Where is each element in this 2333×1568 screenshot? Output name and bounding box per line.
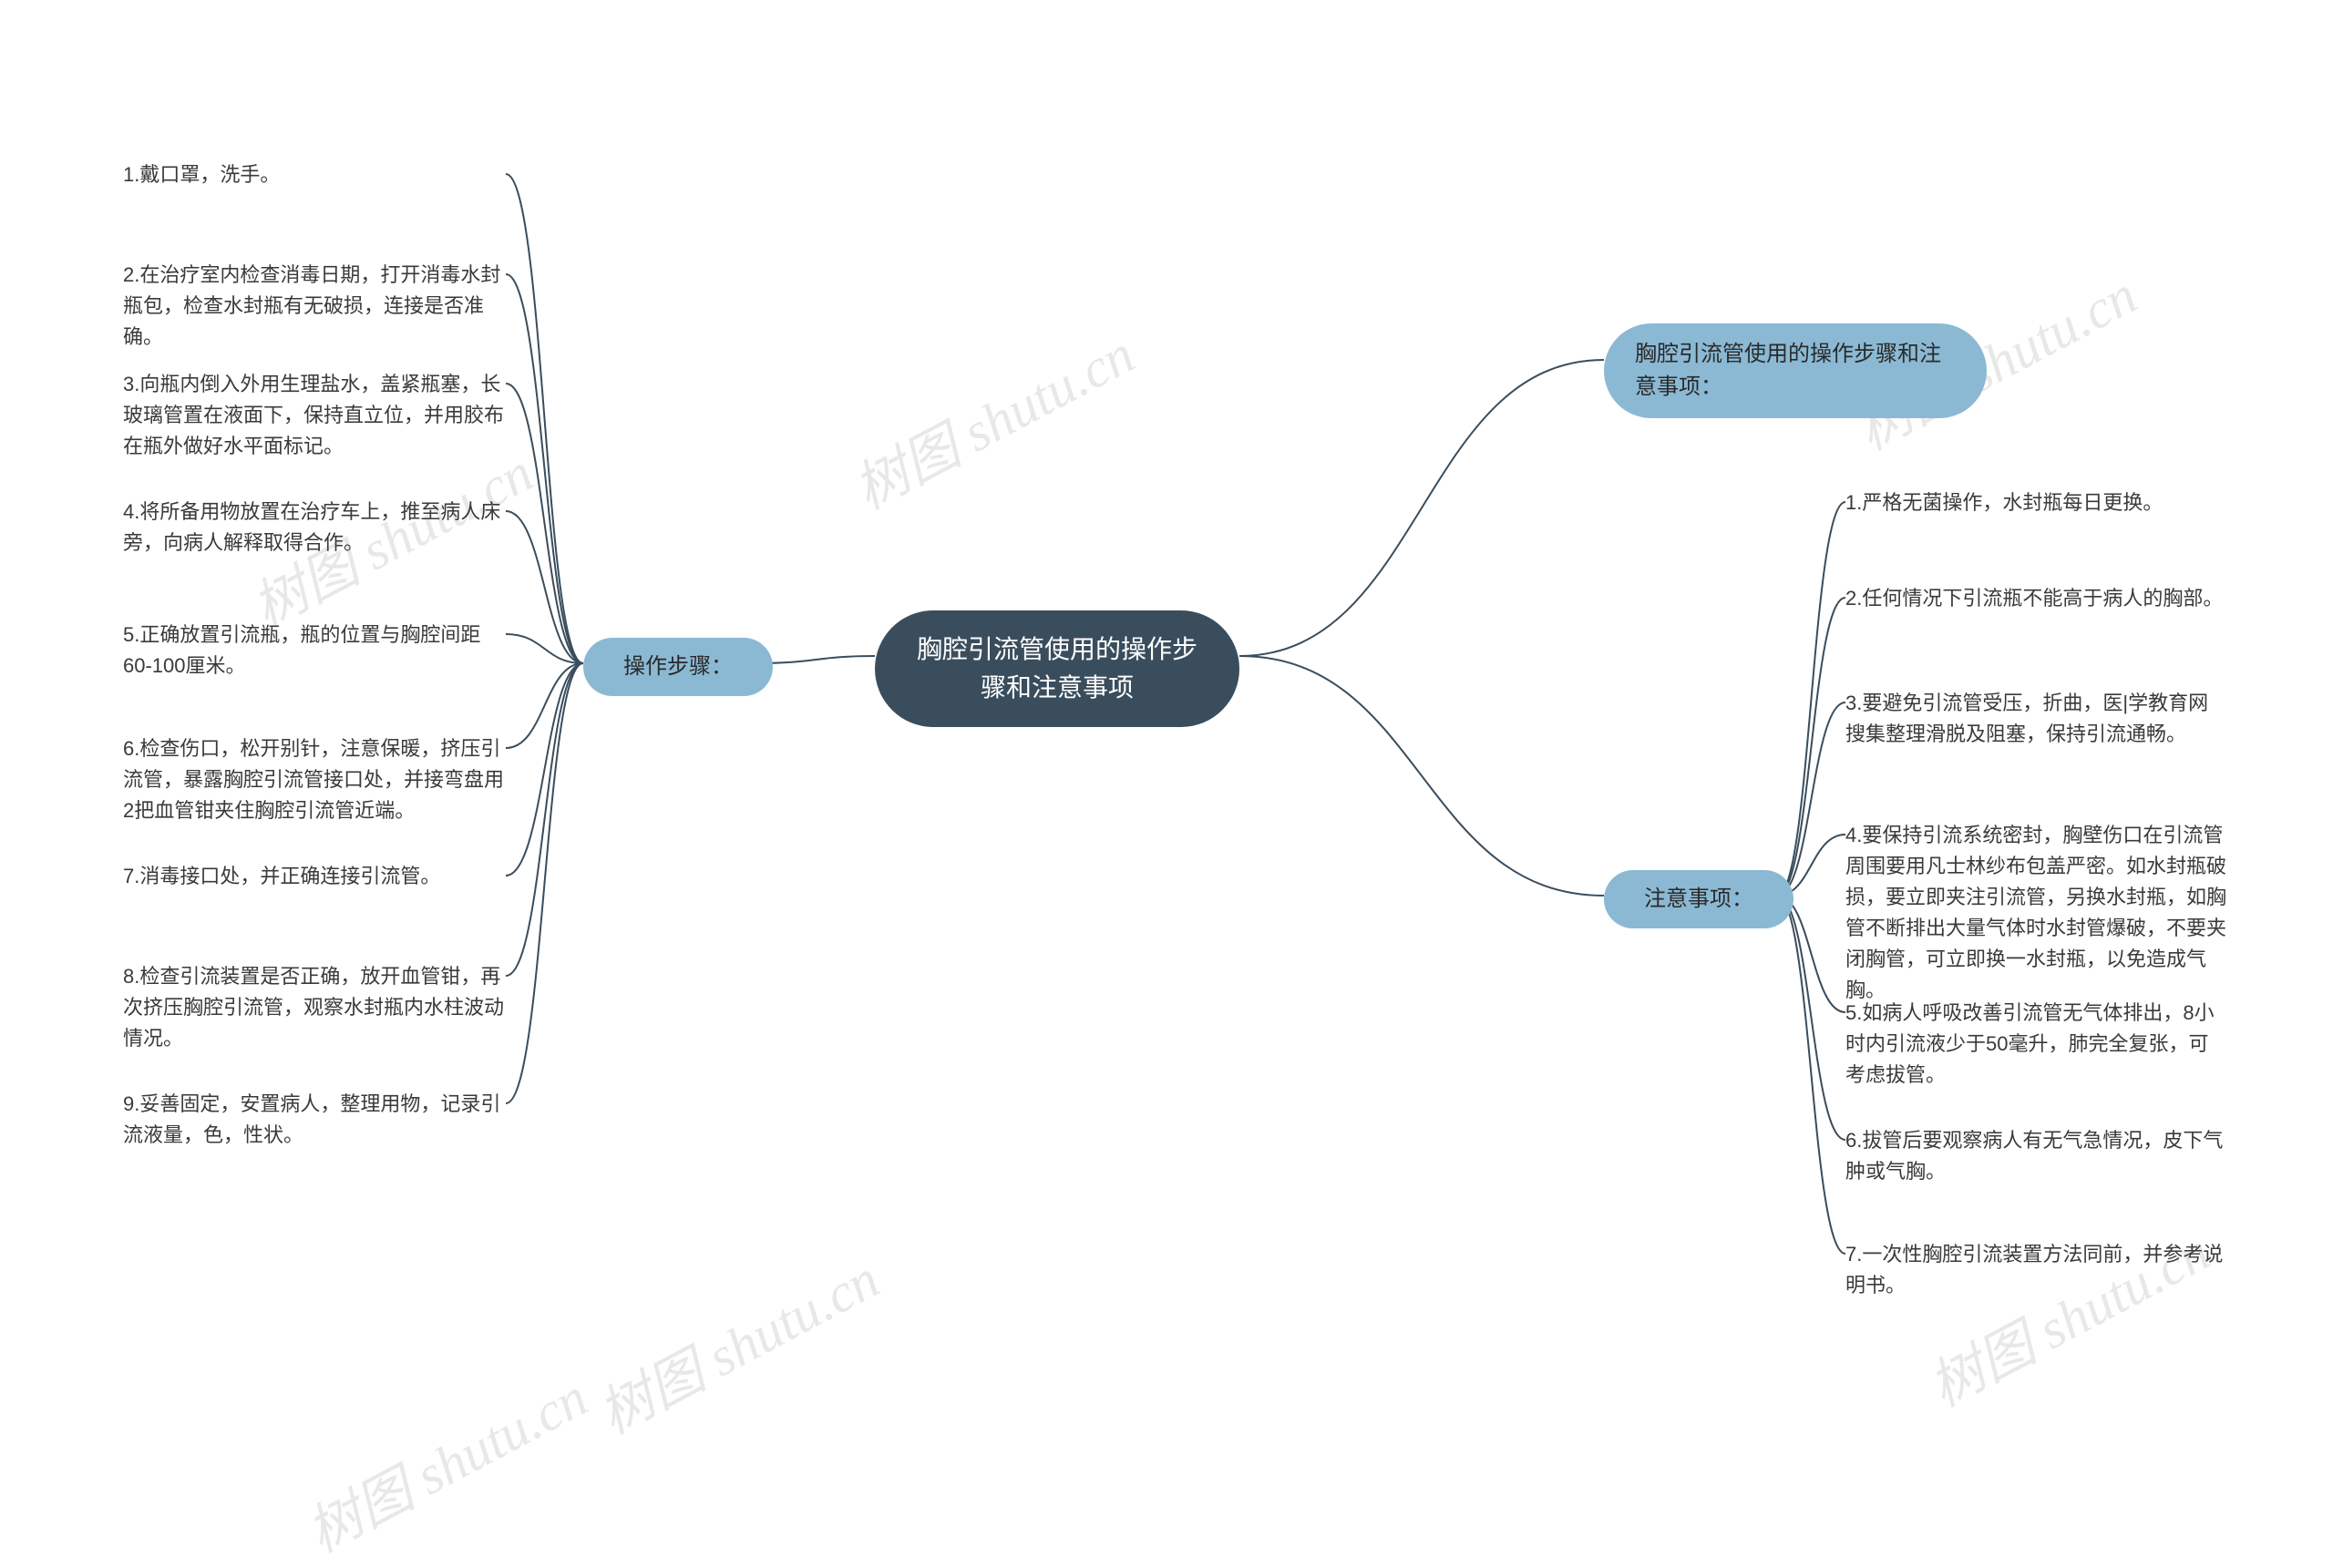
left-leaf[interactable]: 2.在治疗室内检查消毒日期，打开消毒水封瓶包，检查水封瓶有无破损，连接是否准确。: [123, 260, 506, 353]
right-leaf[interactable]: 6.拔管后要观察病人有无气急情况，皮下气肿或气胸。: [1845, 1125, 2228, 1187]
top-right-node[interactable]: 胸腔引流管使用的操作步骤和注意事项：: [1604, 323, 1987, 418]
watermark: 树图 shutu.cn: [582, 1235, 890, 1450]
left-leaf[interactable]: 8.检查引流装置是否正确，放开血管钳，再次挤压胸腔引流管，观察水封瓶内水柱波动情…: [123, 961, 506, 1054]
left-leaf[interactable]: 3.向瓶内倒入外用生理盐水，盖紧瓶塞，长玻璃管置在液面下，保持直立位，并用胶布在…: [123, 369, 506, 462]
left-leaf[interactable]: 4.将所备用物放置在治疗车上，推至病人床旁，向病人解释取得合作。: [123, 497, 506, 559]
right-branch-node[interactable]: 注意事项：: [1604, 870, 1793, 928]
center-node[interactable]: 胸腔引流管使用的操作步骤和注意事项: [875, 610, 1239, 727]
right-leaf[interactable]: 4.要保持引流系统密封，胸壁伤口在引流管周围要用凡士林纱布包盖严密。如水封瓶破损…: [1845, 820, 2228, 1007]
left-branch-node[interactable]: 操作步骤：: [583, 638, 773, 696]
right-leaf[interactable]: 1.严格无菌操作，水封瓶每日更换。: [1845, 487, 2228, 518]
left-leaf[interactable]: 1.戴口罩，洗手。: [123, 159, 506, 190]
right-leaf[interactable]: 7.一次性胸腔引流装置方法同前，并参考说明书。: [1845, 1239, 2228, 1301]
right-leaf[interactable]: 3.要避免引流管受压，折曲，医|学教育网搜集整理滑脱及阻塞，保持引流通畅。: [1845, 688, 2228, 750]
left-leaf[interactable]: 5.正确放置引流瓶，瓶的位置与胸腔间距60-100厘米。: [123, 620, 506, 682]
watermark: 树图 shutu.cn: [838, 311, 1146, 525]
left-leaf[interactable]: 7.消毒接口处，并正确连接引流管。: [123, 861, 506, 892]
right-leaf[interactable]: 2.任何情况下引流瓶不能高于病人的胸部。: [1845, 583, 2228, 614]
watermark: 树图 shutu.cn: [291, 1354, 599, 1568]
right-leaf[interactable]: 5.如病人呼吸改善引流管无气体排出，8小时内引流液少于50毫升，肺完全复张，可考…: [1845, 998, 2228, 1091]
left-leaf[interactable]: 6.检查伤口，松开别针，注意保暖，挤压引流管，暴露胸腔引流管接口处，并接弯盘用2…: [123, 733, 506, 826]
mindmap-canvas: 树图 shutu.cn 树图 shutu.cn 树图 shutu.cn 树图 s…: [0, 0, 2333, 1508]
left-leaf[interactable]: 9.妥善固定，安置病人，整理用物，记录引流液量，色，性状。: [123, 1089, 506, 1151]
